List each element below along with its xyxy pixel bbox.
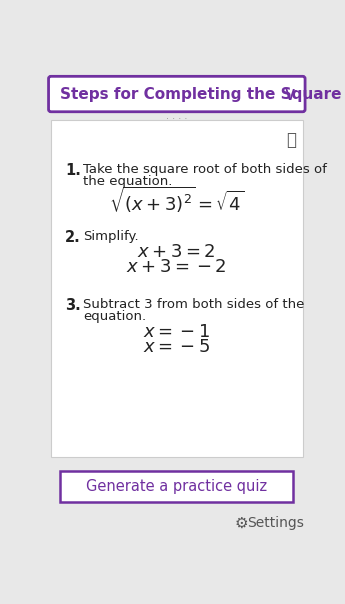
Text: the equation.: the equation. [83,175,173,188]
Text: Steps for Completing the Square: Steps for Completing the Square [60,88,342,102]
Text: ∨: ∨ [283,85,297,104]
FancyBboxPatch shape [60,471,294,502]
Text: Subtract 3 from both sides of the: Subtract 3 from both sides of the [83,298,305,311]
Text: $\sqrt{(x+3)^2} = \sqrt{4}$: $\sqrt{(x+3)^2} = \sqrt{4}$ [109,184,244,214]
Text: 2.: 2. [65,230,81,245]
FancyBboxPatch shape [51,120,303,457]
Text: 🔈: 🔈 [286,131,296,149]
Text: $x = -5$: $x = -5$ [143,338,210,356]
Text: . . . .: . . . . [166,111,187,121]
Text: equation.: equation. [83,310,147,323]
Text: $x + 3 = 2$: $x + 3 = 2$ [137,243,216,261]
Text: 3.: 3. [65,298,81,313]
Text: Take the square root of both sides of: Take the square root of both sides of [83,163,327,176]
Text: Generate a practice quiz: Generate a practice quiz [86,479,267,494]
Text: ⚙: ⚙ [235,515,248,530]
FancyBboxPatch shape [49,76,305,112]
Text: $x + 3 = -2$: $x + 3 = -2$ [126,259,227,276]
Text: Simplify.: Simplify. [83,230,139,243]
Text: 1.: 1. [65,163,81,178]
Text: $x = -1$: $x = -1$ [143,323,210,341]
Text: Settings: Settings [247,516,304,530]
